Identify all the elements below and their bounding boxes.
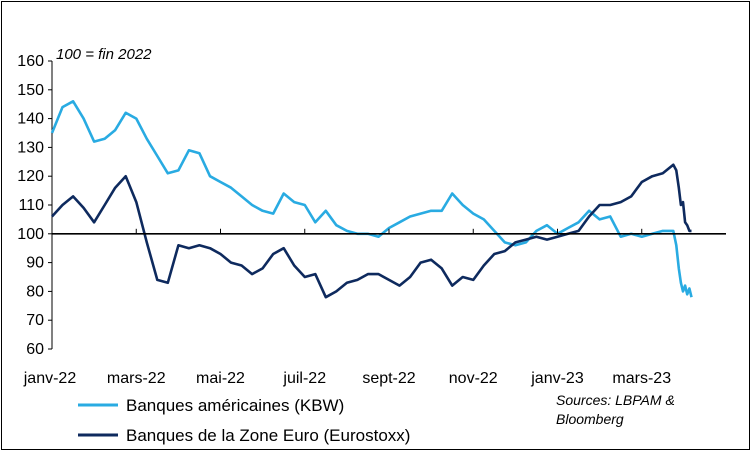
y-tick-label: 60 [26, 341, 44, 358]
y-tick-label: 70 [26, 312, 44, 329]
x-tick-label: mars-23 [612, 370, 671, 387]
series-group [52, 101, 692, 297]
legend-label-usa: Banques américaines (KBW) [126, 396, 344, 415]
series-line-euro [52, 165, 692, 298]
y-tick-label: 100 [17, 226, 44, 243]
series-line-usa [52, 101, 692, 297]
y-tick-label: 150 [17, 82, 44, 99]
y-tick-label: 130 [17, 139, 44, 156]
y-tick-label: 80 [26, 283, 44, 300]
line-chart: 60 70 80 90 100 110 120 130 140 150 160 janv-22 mar… [0, 0, 753, 453]
x-axis: janv-22 mars-22 mai-22 juil-22 sept-22 nov-22… [23, 370, 671, 387]
y-tick-label: 90 [26, 255, 44, 272]
x-tick-label: janv-22 [23, 370, 77, 387]
x-tick-label: juil-22 [282, 370, 326, 387]
source: Sources: LBPAM & Bloomberg [556, 392, 675, 427]
y-tick-label: 110 [18, 197, 44, 214]
x-tick-label: janv-23 [530, 370, 584, 387]
legend-label-euro: Banques de la Zone Euro (Eurostoxx) [126, 426, 410, 445]
x-tick-label: sept-22 [362, 370, 415, 387]
y-axis: 60 70 80 90 100 110 120 130 140 150 160 [17, 53, 52, 358]
y-tick-label: 140 [17, 111, 44, 128]
x-tick-label: nov-22 [449, 370, 498, 387]
legend: Banques américaines (KBW) Banques de la … [78, 396, 410, 445]
x-tick-label: mai-22 [196, 370, 245, 387]
chart-note: 100 = fin 2022 [56, 46, 152, 63]
y-tick-label: 160 [17, 53, 44, 70]
y-tick-label: 120 [17, 168, 44, 185]
x-tick-label: mars-22 [107, 370, 166, 387]
source-line-2: Bloomberg [556, 411, 624, 427]
source-line-1: Sources: LBPAM & [556, 392, 675, 408]
